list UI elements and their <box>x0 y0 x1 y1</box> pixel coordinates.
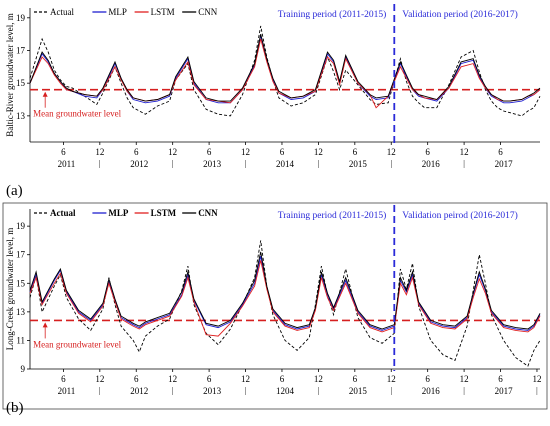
month-tick-label-a: 6 <box>134 147 139 157</box>
year-separator-b: | <box>463 386 465 395</box>
legend-label-mlp-b: MLP <box>108 208 128 218</box>
year-separator-b: | <box>390 386 392 395</box>
month-tick-label-b: 12 <box>460 374 469 384</box>
mean-arrowhead-b <box>42 322 48 328</box>
year-separator-a: | <box>318 159 320 168</box>
series-line-lstm-a <box>29 38 541 109</box>
year-label-a: 2015 <box>349 159 368 169</box>
year-label-b: 2013 <box>203 386 222 396</box>
series-line-actual-a <box>29 25 541 117</box>
year-label-a: 2011 <box>58 159 76 169</box>
mean-level-label-b: Mean groundwater level <box>33 339 121 349</box>
month-tick-label-b: 6 <box>134 374 139 384</box>
panel-label-b: (b) <box>6 400 24 416</box>
panel-frame-b <box>2 202 548 410</box>
month-tick-label-b: 12 <box>241 374 250 384</box>
month-tick-label-a: 12 <box>241 147 250 157</box>
y-tick-label-b: 13 <box>16 307 26 317</box>
month-tick-label-a: 12 <box>95 147 104 157</box>
year-separator-a: | <box>390 159 392 168</box>
year-label-a: 2014 <box>276 159 295 169</box>
y-tick-label-b: 15 <box>16 278 26 288</box>
mean-arrowhead-a <box>42 91 48 97</box>
y-tick-label-a: 15 <box>16 78 26 88</box>
year-label-b: 2012 <box>130 386 148 396</box>
year-label-b: 1204 <box>276 386 295 396</box>
y-tick-label-b: 17 <box>16 250 26 260</box>
year-label-a: 2016 <box>422 159 441 169</box>
panel-label-a: (a) <box>6 183 23 199</box>
month-tick-label-b: 6 <box>498 374 503 384</box>
training-period-note-a: Training period (2011-2015) <box>278 9 387 20</box>
month-tick-label-a: 6 <box>280 147 285 157</box>
year-separator-b: | <box>172 386 174 395</box>
y-axis-label-b: Long-Creek groundwater level, m <box>5 228 15 350</box>
year-separator-b: | <box>318 386 320 395</box>
month-tick-label-b: 12 <box>532 374 541 384</box>
year-separator-b: | <box>245 386 247 395</box>
month-tick-label-b: 6 <box>425 374 430 384</box>
legend-label-lstm-a: LSTM <box>151 7 175 17</box>
year-separator-a: | <box>245 159 247 168</box>
year-label-b: 2015 <box>349 386 368 396</box>
legend-label-mlp-a: MLP <box>108 7 127 17</box>
year-label-b: 2016 <box>422 386 441 396</box>
legend-label-actual-a: Actual <box>50 7 74 17</box>
month-tick-label-a: 6 <box>425 147 430 157</box>
mean-level-label-a: Mean groundwater level <box>33 109 121 119</box>
year-label-a: 2012 <box>130 159 148 169</box>
year-separator-a: | <box>172 159 174 168</box>
year-label-b: 2011 <box>58 386 76 396</box>
month-tick-label-b: 6 <box>353 374 358 384</box>
y-tick-label-a: 19 <box>16 13 26 23</box>
y-axis-label-a: Baltic-River groundwater level, m <box>5 13 15 136</box>
year-label-a: 2017 <box>495 159 514 169</box>
month-tick-label-b: 12 <box>168 374 177 384</box>
legend-label-lstm-b: LSTM <box>151 208 177 218</box>
training-period-note-b: Training period (2011-2015) <box>278 210 387 221</box>
month-tick-label-a: 6 <box>207 147 212 157</box>
y-tick-label-b: 19 <box>16 221 26 231</box>
year-separator-a: | <box>463 159 465 168</box>
month-tick-label-a: 12 <box>314 147 323 157</box>
month-tick-label-b: 6 <box>207 374 212 384</box>
month-tick-label-b: 12 <box>387 374 396 384</box>
month-tick-label-a: 6 <box>61 147 66 157</box>
legend-label-cnn-a: CNN <box>198 7 218 17</box>
month-tick-label-a: 12 <box>387 147 396 157</box>
validation-period-note-a: Validation period (2016-2017) <box>402 9 518 20</box>
month-tick-label-b: 12 <box>95 374 104 384</box>
month-tick-label-a: 6 <box>353 147 358 157</box>
series-line-cnn-b <box>29 251 541 330</box>
month-tick-label-b: 12 <box>314 374 323 384</box>
legend-label-actual-b: Actual <box>50 208 76 218</box>
month-tick-label-b: 6 <box>280 374 285 384</box>
y-tick-label-a: 17 <box>16 45 26 55</box>
y-tick-label-a: 13 <box>16 111 26 121</box>
month-tick-label-a: 12 <box>460 147 469 157</box>
year-separator-a: | <box>99 159 101 168</box>
series-line-mlp-a <box>29 35 541 104</box>
month-tick-label-a: 6 <box>498 147 503 157</box>
legend-label-cnn-b: CNN <box>198 208 218 218</box>
series-line-cnn-a <box>29 33 541 102</box>
month-tick-label-b: 6 <box>61 374 66 384</box>
series-line-lstm-b <box>29 260 541 337</box>
year-separator-b: | <box>99 386 101 395</box>
year-separator-b: | <box>536 386 538 395</box>
y-tick-label-b: 11 <box>16 335 25 345</box>
year-label-a: 2013 <box>203 159 222 169</box>
month-tick-label-a: 12 <box>168 147 177 157</box>
y-tick-label-b: 9 <box>21 364 26 374</box>
validation-period-note-b: Validation peirod (2016-2017) <box>402 210 518 221</box>
year-label-b: 2017 <box>495 386 514 396</box>
